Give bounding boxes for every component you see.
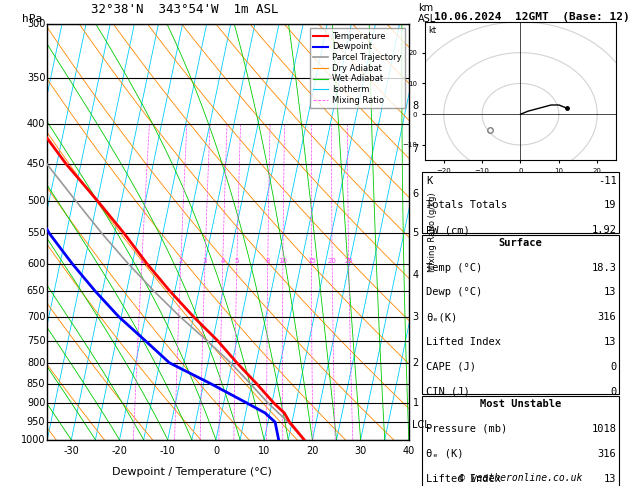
Text: 950: 950 [27,417,45,427]
Text: 8: 8 [413,101,418,111]
Text: K: K [426,175,433,186]
Text: 5: 5 [413,228,419,239]
Text: 1.92: 1.92 [592,226,616,235]
Text: 8: 8 [265,258,270,263]
Text: 4: 4 [221,258,225,263]
Text: 2: 2 [413,358,419,368]
Text: 10: 10 [279,258,287,263]
Text: CIN (J): CIN (J) [426,387,470,397]
Text: 15: 15 [307,258,316,263]
Text: 800: 800 [27,358,45,368]
Text: 13: 13 [604,287,616,297]
Text: θₑ (K): θₑ (K) [426,449,464,459]
Text: 900: 900 [27,399,45,408]
Text: 18.3: 18.3 [592,262,616,273]
Text: hPa: hPa [22,14,42,24]
Text: 550: 550 [27,228,45,239]
Text: 750: 750 [27,335,45,346]
Text: 316: 316 [598,312,616,322]
Text: 600: 600 [27,259,45,269]
Text: 20: 20 [306,446,319,456]
Text: 300: 300 [27,19,45,29]
Text: kt: kt [428,26,437,35]
Text: Most Unstable: Most Unstable [480,399,561,409]
Text: LCL: LCL [413,420,430,430]
Text: 13: 13 [604,473,616,484]
Text: 6: 6 [413,189,418,199]
Text: 1: 1 [140,258,144,263]
Text: Surface: Surface [499,238,542,248]
Text: Mixing Ratio (g/kg): Mixing Ratio (g/kg) [428,192,437,272]
Text: Dewpoint / Temperature (°C): Dewpoint / Temperature (°C) [112,467,272,477]
Text: -11: -11 [598,175,616,186]
Text: θₑ(K): θₑ(K) [426,312,458,322]
Text: PW (cm): PW (cm) [426,226,470,235]
Text: 316: 316 [598,449,616,459]
Text: 3: 3 [413,312,418,322]
Text: 850: 850 [27,379,45,389]
Text: 0: 0 [610,387,616,397]
Text: 19: 19 [604,200,616,210]
Text: Totals Totals: Totals Totals [426,200,508,210]
Text: 700: 700 [27,312,45,322]
Text: 40: 40 [403,446,415,456]
Text: 1000: 1000 [21,435,45,445]
Text: km
ASL: km ASL [418,3,436,24]
Text: -10: -10 [160,446,175,456]
Text: 5: 5 [235,258,239,263]
Text: -20: -20 [111,446,128,456]
Text: 10: 10 [258,446,270,456]
Text: Dewp (°C): Dewp (°C) [426,287,482,297]
Text: 2: 2 [179,258,183,263]
Text: 4: 4 [413,270,418,280]
Text: 25: 25 [344,258,353,263]
Text: © weatheronline.co.uk: © weatheronline.co.uk [459,473,582,483]
Text: Pressure (mb): Pressure (mb) [426,424,508,434]
Text: 1018: 1018 [592,424,616,434]
Text: 20: 20 [328,258,337,263]
Text: 400: 400 [27,119,45,129]
Text: 13: 13 [604,337,616,347]
Text: 0: 0 [610,362,616,372]
Text: 500: 500 [27,195,45,206]
Text: Lifted Index: Lifted Index [426,473,501,484]
Text: 7: 7 [413,143,419,154]
Text: 450: 450 [27,159,45,169]
Text: -30: -30 [64,446,79,456]
Text: 32°38'N  343°54'W  1m ASL: 32°38'N 343°54'W 1m ASL [91,3,279,16]
Text: 10.06.2024  12GMT  (Base: 12): 10.06.2024 12GMT (Base: 12) [433,12,629,22]
Text: 3: 3 [203,258,207,263]
Text: 0: 0 [213,446,219,456]
Text: 1: 1 [413,399,418,408]
Text: Lifted Index: Lifted Index [426,337,501,347]
Text: 350: 350 [27,72,45,83]
Text: Temp (°C): Temp (°C) [426,262,482,273]
Text: 650: 650 [27,286,45,296]
Text: CAPE (J): CAPE (J) [426,362,476,372]
Text: 30: 30 [355,446,367,456]
Legend: Temperature, Dewpoint, Parcel Trajectory, Dry Adiabat, Wet Adiabat, Isotherm, Mi: Temperature, Dewpoint, Parcel Trajectory… [310,29,404,108]
